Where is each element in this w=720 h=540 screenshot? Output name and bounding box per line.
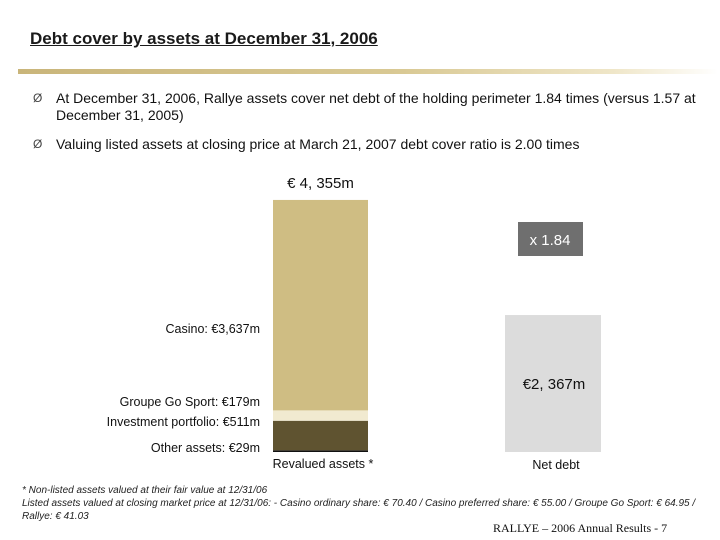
label-investment-portfolio: Investment portfolio: €511m [107,415,260,429]
category-label-net-debt: Net debt [532,458,580,472]
arrow-bullet-icon: Ø [33,137,43,151]
bullet-item: Ø Valuing listed assets at closing price… [33,136,706,153]
total-net-debt: €2, 367m [523,376,586,393]
bullet-text: Valuing listed assets at closing price a… [56,136,580,152]
footnote-fair-value: * Non-listed assets valued at their fair… [22,485,268,496]
bar-segment-net-debt [505,315,601,452]
footnote-market-price: Listed assets valued at closing market p… [22,498,696,522]
ratio-label: x 1.84 [530,232,571,249]
page-footer: RALLYE – 2006 Annual Results - 7 [493,521,668,535]
bullet-text: At December 31, 2006, Rallye assets cove… [56,90,696,123]
label-casino: Casino: €3,637m [165,322,260,336]
ratio-box [518,222,583,256]
title-divider [18,69,718,74]
bar-segment-groupe-go-sport [273,410,368,421]
bar-segment-investment-portfolio [273,420,368,451]
label-other-assets: Other assets: €29m [151,441,260,455]
page-title: Debt cover by assets at December 31, 200… [30,29,378,48]
bar-segment-other-assets [273,450,368,452]
category-label-revalued-assets: Revalued assets * [273,457,374,471]
bar-segment-casino [273,199,368,411]
total-revalued-assets: € 4, 355m [287,175,354,192]
bullet-item: Ø At December 31, 2006, Rallye assets co… [33,90,706,124]
label-groupe-go-sport: Groupe Go Sport: €179m [120,395,260,409]
footnotes: * Non-listed assets valued at their fair… [22,484,717,523]
arrow-bullet-icon: Ø [33,91,43,105]
